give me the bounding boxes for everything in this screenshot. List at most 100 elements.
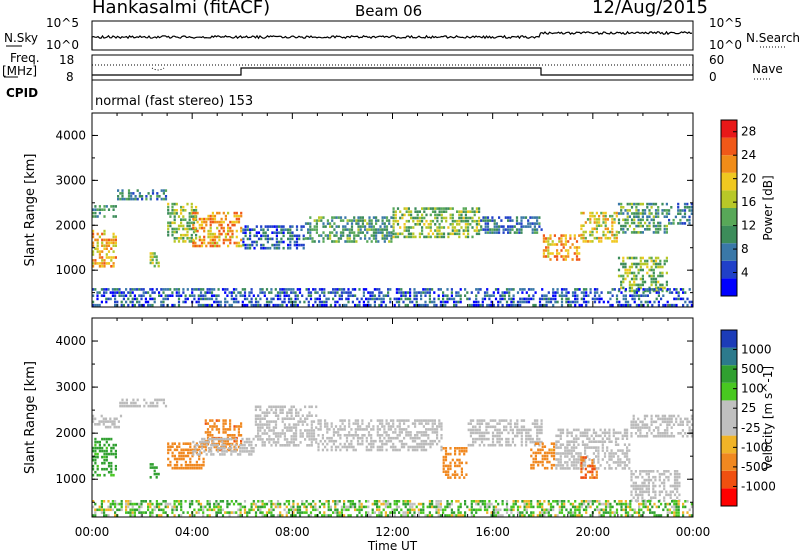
- echo-cell: [317, 422, 320, 425]
- echo-cell: [520, 443, 523, 447]
- echo-cell: [665, 256, 668, 260]
- echo-cell: [338, 294, 341, 297]
- echo-cell: [454, 447, 457, 450]
- echo-cell: [270, 288, 273, 291]
- echo-cell: [591, 297, 594, 301]
- echo-cell: [237, 445, 240, 449]
- echo-cell: [429, 219, 432, 223]
- echo-cell: [176, 460, 179, 464]
- echo-cell: [626, 428, 629, 432]
- echo-cell: [650, 268, 653, 272]
- echo-cell: [431, 300, 434, 304]
- echo-cell: [435, 508, 438, 512]
- echo-cell: [586, 434, 589, 438]
- echo-cell: [202, 445, 205, 448]
- echo-cell: [131, 297, 134, 301]
- echo-cell: [162, 511, 165, 514]
- echo-cell: [455, 500, 458, 503]
- echo-cell: [221, 437, 224, 441]
- echo-cell: [690, 212, 693, 215]
- echo-cell: [201, 440, 204, 444]
- echo-cell: [637, 262, 640, 266]
- echo-cell: [335, 234, 338, 237]
- echo-cell: [103, 461, 106, 465]
- echo-cell: [309, 502, 313, 506]
- echo-cell: [536, 222, 539, 225]
- echo-cell: [580, 464, 583, 468]
- echo-cell: [373, 300, 376, 304]
- echo-cell: [229, 425, 232, 428]
- echo-cell: [215, 297, 218, 301]
- echo-cell: [619, 464, 622, 467]
- echo-cell: [290, 514, 293, 517]
- echo-cell: [400, 297, 403, 301]
- echo-cell: [446, 288, 449, 291]
- echo-cell: [339, 425, 342, 428]
- echo-cell: [233, 241, 236, 245]
- echo-cell: [94, 446, 97, 450]
- echo-cell: [270, 444, 273, 447]
- echo-cell: [379, 228, 382, 231]
- echo-cell: [480, 434, 484, 438]
- echo-cell: [409, 508, 412, 512]
- echo-cell: [158, 291, 161, 294]
- echo-cell: [294, 297, 297, 301]
- echo-cell: [498, 225, 501, 228]
- echo-cell: [436, 216, 439, 220]
- echo-cell: [403, 213, 406, 217]
- echo-cell: [489, 443, 492, 447]
- echo-cell: [370, 234, 373, 237]
- echo-cell: [127, 195, 131, 198]
- echo-cell: [94, 303, 97, 307]
- echo-cell: [663, 484, 666, 488]
- echo-cell: [197, 297, 200, 301]
- echo-cell: [484, 216, 487, 219]
- echo-cell: [380, 303, 383, 307]
- echo-cell: [278, 243, 281, 247]
- echo-cell: [347, 291, 350, 294]
- echo-cell: [171, 202, 174, 206]
- echo-cell: [490, 511, 493, 514]
- echo-cell: [435, 505, 438, 509]
- echo-cell: [533, 216, 536, 219]
- echo-cell: [377, 231, 380, 234]
- echo-cell: [184, 294, 187, 297]
- echo-cell: [149, 466, 152, 469]
- echo-cell: [167, 451, 170, 455]
- echo-cell: [407, 419, 410, 422]
- echo-cell: [295, 237, 299, 241]
- echo-band: [580, 456, 598, 479]
- echo-cell: [577, 461, 580, 464]
- echo-cell: [533, 422, 537, 425]
- echo-cell: [257, 417, 260, 420]
- echo-cell: [622, 286, 625, 290]
- echo-cell: [497, 508, 500, 512]
- echo-cell: [261, 288, 264, 291]
- echo-cell: [193, 463, 196, 467]
- echo-cell: [608, 431, 611, 435]
- echo-cell: [471, 210, 474, 213]
- echo-cell: [350, 225, 354, 228]
- echo-cell: [611, 294, 614, 297]
- echo-cell: [423, 216, 426, 220]
- echo-cell: [195, 500, 198, 503]
- echo-cell: [343, 419, 346, 422]
- echo-cell: [109, 417, 112, 421]
- echo-cell: [675, 420, 678, 424]
- echo-cell: [619, 461, 622, 464]
- echo-cell: [250, 300, 253, 304]
- echo-cell: [315, 231, 318, 234]
- echo-cell: [125, 404, 128, 408]
- echo-cell: [558, 294, 561, 297]
- echo-cell: [250, 291, 253, 294]
- echo-cell: [475, 229, 478, 232]
- echo-cell: [493, 222, 496, 225]
- echo-cell: [227, 437, 231, 441]
- echo-cell: [268, 429, 271, 432]
- echo-cell: [575, 452, 578, 455]
- echo-cell: [151, 258, 154, 262]
- echo-cell: [125, 288, 128, 291]
- echo-cell: [249, 234, 252, 238]
- echo-cell: [541, 442, 544, 445]
- echo-cell: [455, 291, 458, 294]
